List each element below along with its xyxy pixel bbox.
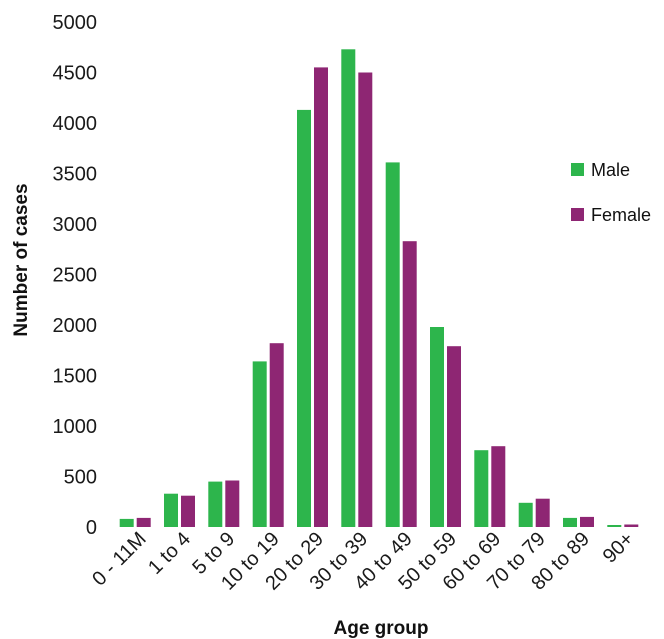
legend-swatch-female xyxy=(571,208,584,221)
bar-female-1 xyxy=(136,517,151,527)
bar-male-6 xyxy=(341,49,356,528)
x-tick-label: 0 - 11M xyxy=(88,528,150,590)
bar-male-12 xyxy=(607,525,622,527)
bar-female-6 xyxy=(358,72,373,527)
bar-female-12 xyxy=(624,524,639,527)
bar-male-3 xyxy=(208,481,223,527)
bar-female-10 xyxy=(535,498,550,527)
bar-male-8 xyxy=(430,327,444,527)
y-tick-label: 3000 xyxy=(53,214,98,236)
y-tick-label: 2500 xyxy=(53,265,98,287)
x-tick-label: 90+ xyxy=(599,528,639,568)
y-tick-label: 0 xyxy=(86,517,97,539)
y-tick-label: 3500 xyxy=(53,164,98,186)
bar-female-7 xyxy=(402,241,417,527)
y-tick-label: 1500 xyxy=(53,366,98,388)
bar-female-11 xyxy=(580,516,594,527)
bar-female-3 xyxy=(225,480,240,527)
bar-male-10 xyxy=(518,502,533,527)
y-tick-label: 5000 xyxy=(53,12,98,34)
bar-male-2 xyxy=(164,493,178,527)
bar-female-4 xyxy=(269,343,284,527)
y-axis-title: Number of cases xyxy=(11,183,32,336)
bar-female-9 xyxy=(491,446,506,527)
legend-label-male: Male xyxy=(591,160,630,180)
bar-male-11 xyxy=(563,517,577,527)
bar-male-7 xyxy=(385,162,400,527)
y-tick-label: 1000 xyxy=(53,416,98,438)
y-tick-label: 500 xyxy=(64,467,97,489)
y-axis-ticks: 0 500 1000 1500 2000 2500 3000 3500 4000 4500 5000 xyxy=(53,12,98,539)
bar-female-2 xyxy=(181,495,195,527)
y-tick-label: 2000 xyxy=(53,315,98,337)
bar-male-1 xyxy=(119,518,134,527)
bar-female-5 xyxy=(314,67,328,528)
bar-male-4 xyxy=(252,361,267,527)
bar-female-8 xyxy=(447,346,461,527)
bar-male-9 xyxy=(474,450,489,527)
x-axis-title: Age group xyxy=(334,618,429,639)
bar-male-5 xyxy=(297,109,311,528)
legend-label-female: Female xyxy=(591,205,651,225)
bars xyxy=(119,49,639,528)
y-tick-label: 4000 xyxy=(53,113,98,135)
legend-swatch-male xyxy=(571,163,584,176)
x-tick-label: 1 to 4 xyxy=(144,528,195,579)
y-tick-label: 4500 xyxy=(53,63,98,85)
legend: Male Female xyxy=(571,160,651,225)
